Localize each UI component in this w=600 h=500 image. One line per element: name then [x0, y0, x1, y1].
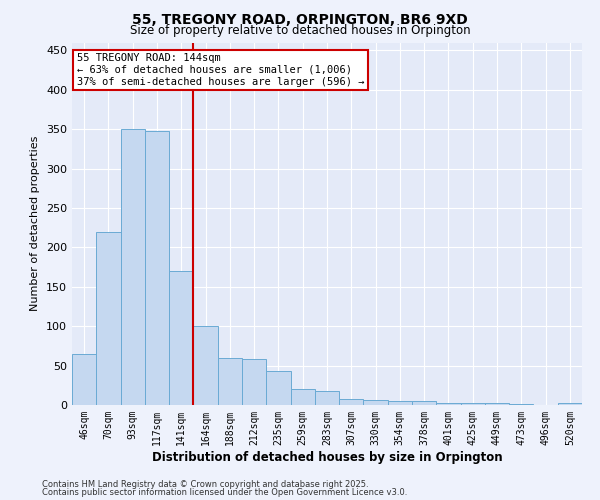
Y-axis label: Number of detached properties: Number of detached properties — [31, 136, 40, 312]
Text: Size of property relative to detached houses in Orpington: Size of property relative to detached ho… — [130, 24, 470, 37]
Bar — [461, 404, 485, 405]
Bar — [485, 402, 509, 405]
Bar — [339, 398, 364, 405]
Bar — [242, 360, 266, 405]
Bar — [558, 402, 582, 405]
Bar — [388, 401, 412, 405]
Bar — [436, 402, 461, 405]
Bar — [96, 232, 121, 405]
Text: 55, TREGONY ROAD, ORPINGTON, BR6 9XD: 55, TREGONY ROAD, ORPINGTON, BR6 9XD — [132, 12, 468, 26]
Bar — [218, 358, 242, 405]
Text: Contains HM Land Registry data © Crown copyright and database right 2025.: Contains HM Land Registry data © Crown c… — [42, 480, 368, 489]
Bar — [193, 326, 218, 405]
Text: Contains public sector information licensed under the Open Government Licence v3: Contains public sector information licen… — [42, 488, 407, 497]
Bar — [145, 131, 169, 405]
Bar — [169, 271, 193, 405]
Bar — [72, 354, 96, 405]
Text: 55 TREGONY ROAD: 144sqm
← 63% of detached houses are smaller (1,006)
37% of semi: 55 TREGONY ROAD: 144sqm ← 63% of detache… — [77, 54, 365, 86]
Bar — [121, 129, 145, 405]
Bar — [290, 389, 315, 405]
X-axis label: Distribution of detached houses by size in Orpington: Distribution of detached houses by size … — [152, 450, 502, 464]
Bar — [364, 400, 388, 405]
Bar — [509, 404, 533, 405]
Bar — [315, 391, 339, 405]
Bar — [266, 371, 290, 405]
Bar — [412, 401, 436, 405]
